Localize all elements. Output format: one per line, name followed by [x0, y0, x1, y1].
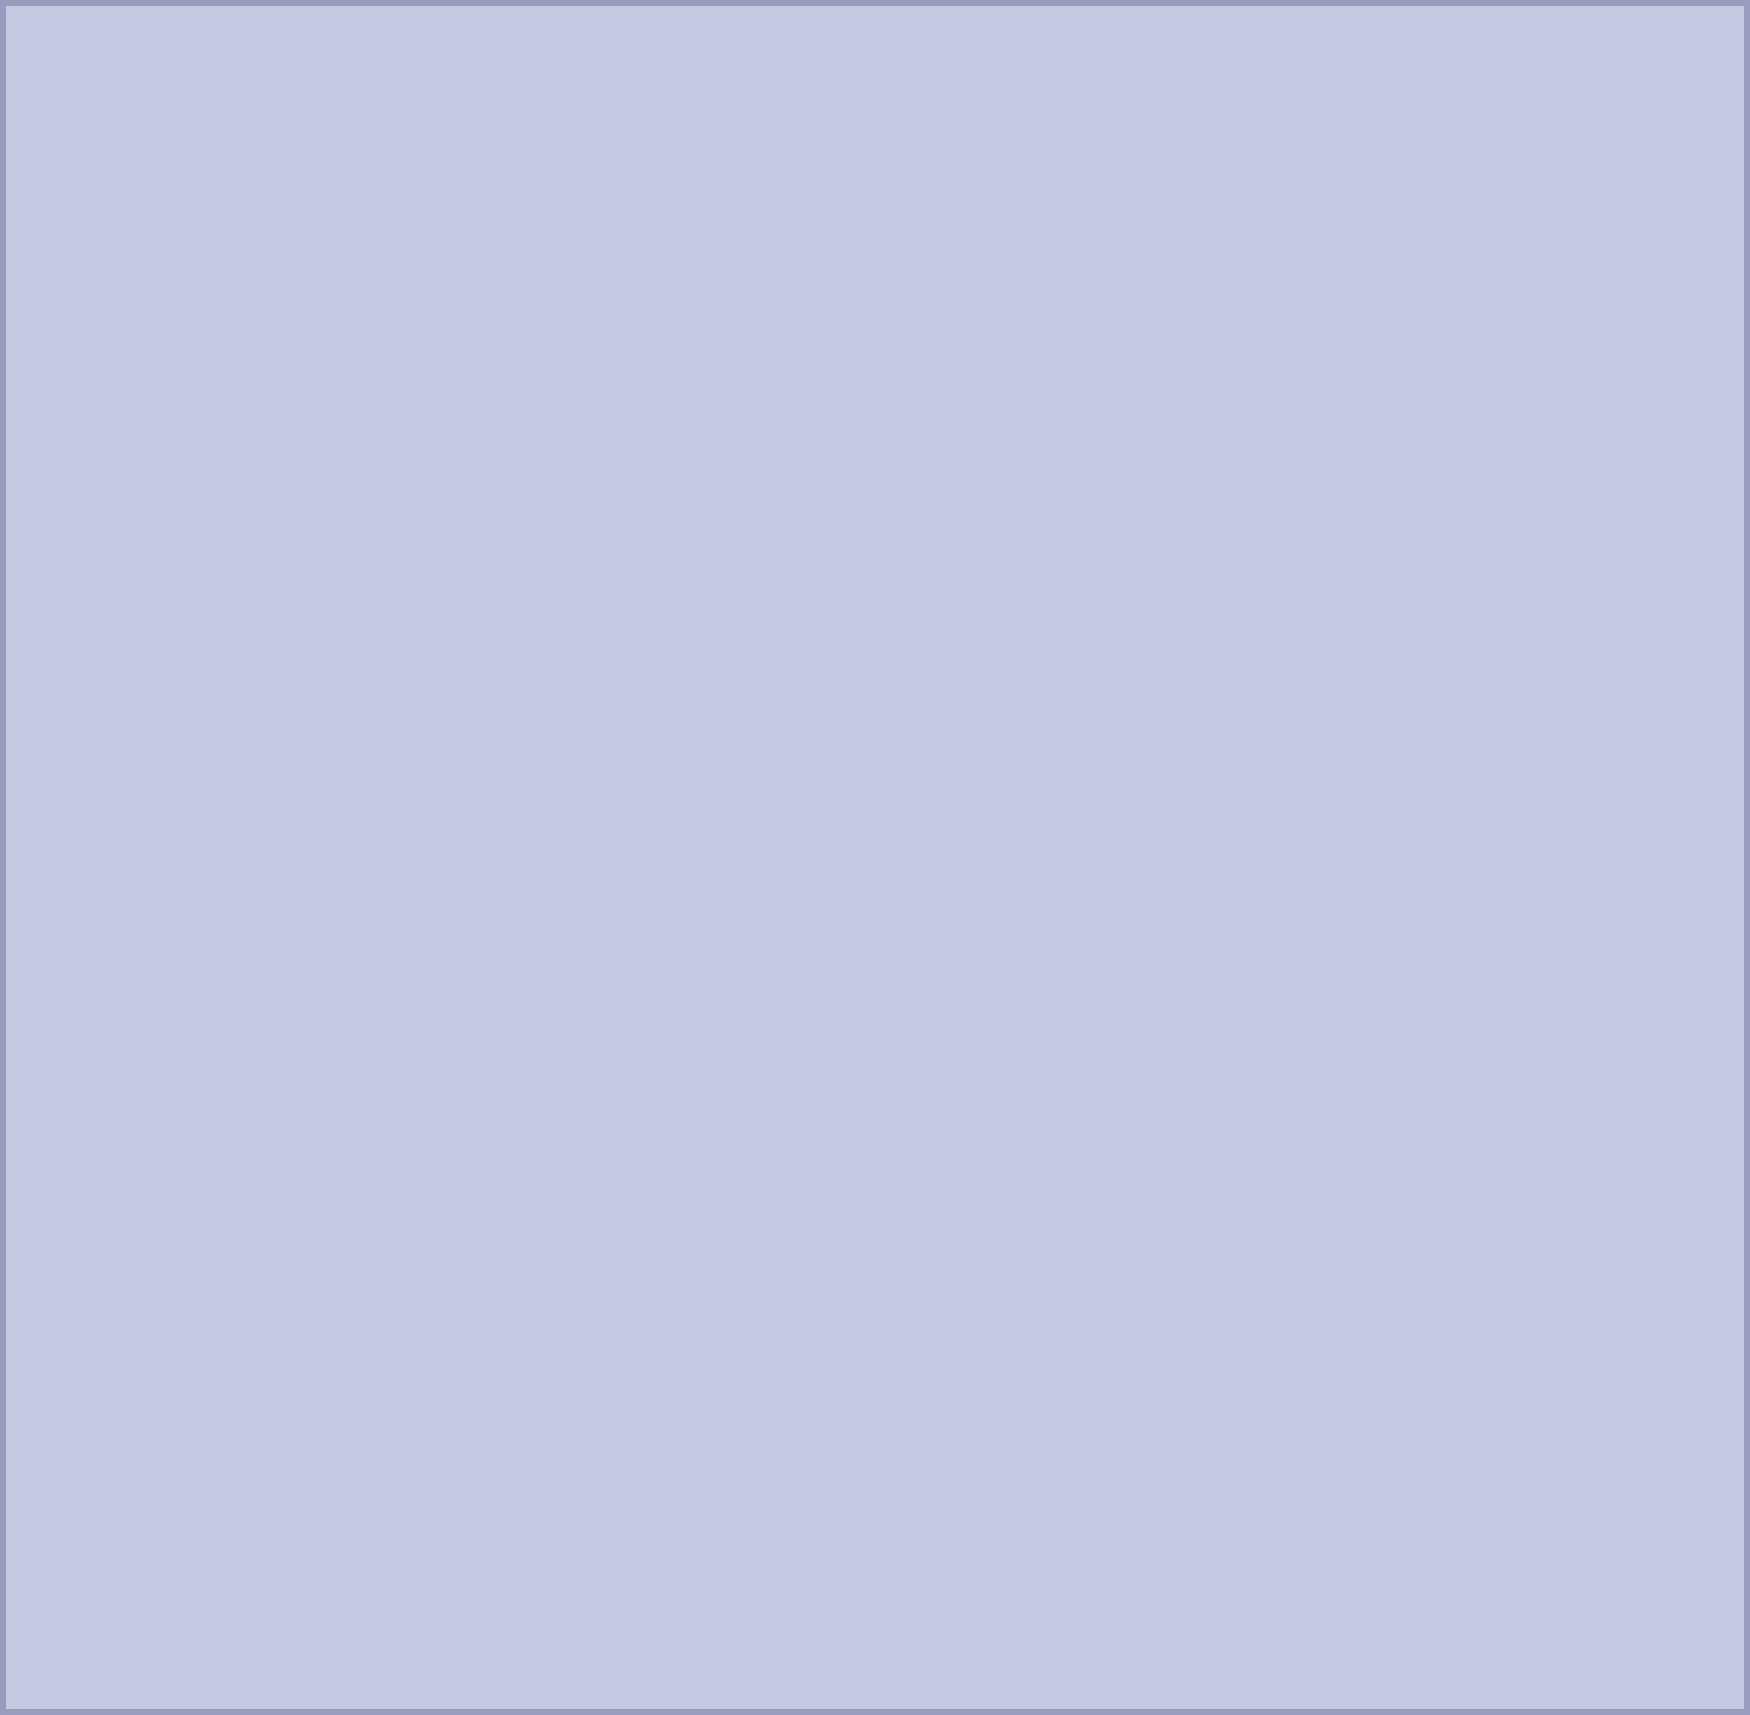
network-figure — [0, 0, 1750, 1715]
figure-canvas — [0, 0, 1750, 1715]
